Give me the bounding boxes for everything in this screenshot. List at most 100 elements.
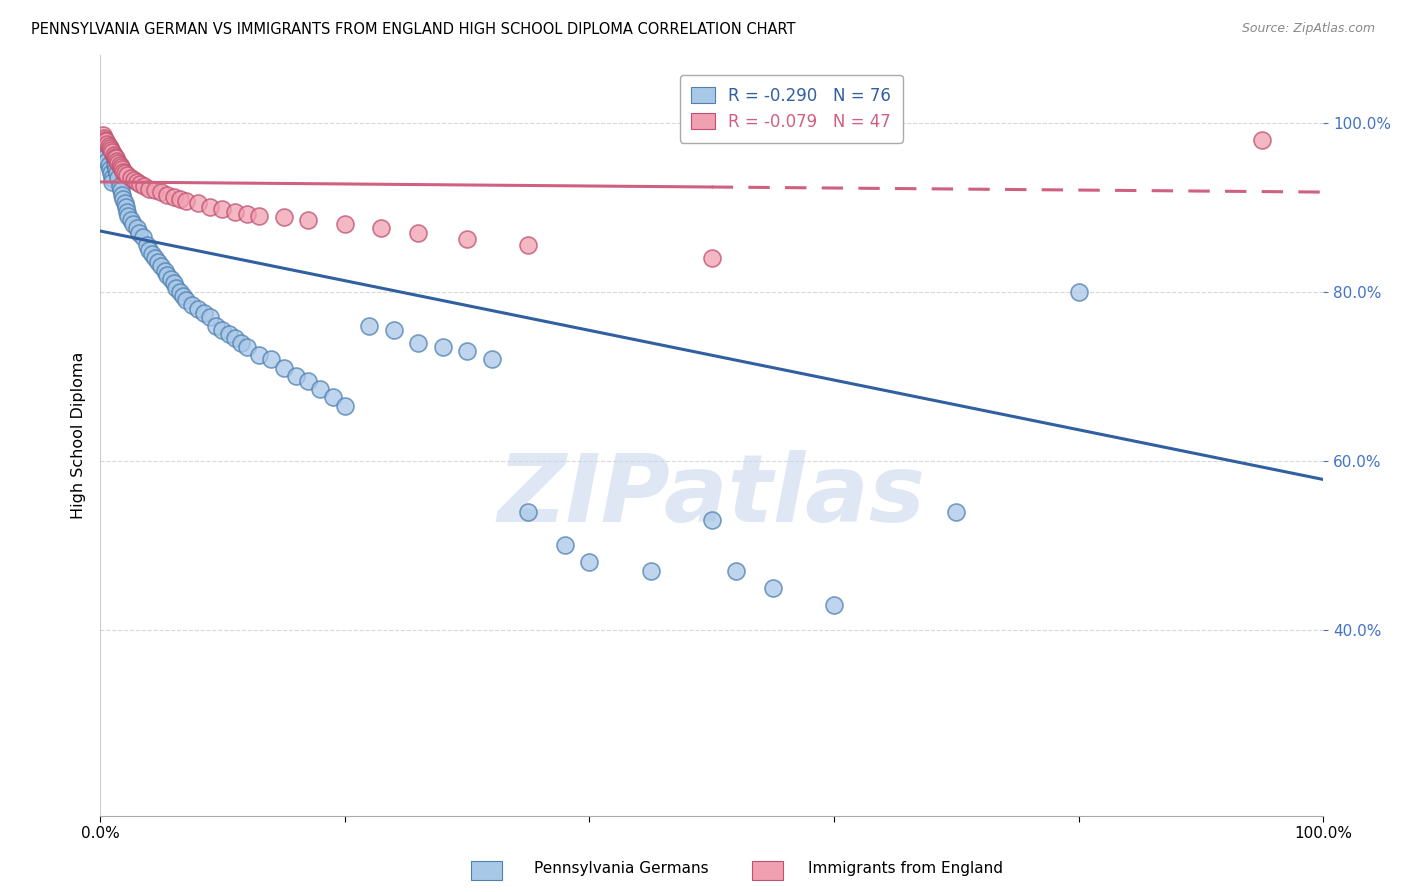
- Point: [97, 139, 120, 153]
- Point: [114, 196, 136, 211]
- Point: [169, 285, 191, 299]
- Point: [96, 136, 118, 151]
- Point: [172, 289, 194, 303]
- Point: [105, 153, 128, 168]
- Point: [94, 133, 117, 147]
- Point: [700, 513, 723, 527]
- Point: [174, 194, 197, 208]
- Point: [700, 251, 723, 265]
- Point: [93, 131, 115, 145]
- Point: [517, 505, 540, 519]
- Point: [554, 538, 576, 552]
- Point: [156, 187, 179, 202]
- Point: [160, 272, 183, 286]
- Point: [224, 331, 246, 345]
- Point: [218, 327, 240, 342]
- Point: [322, 391, 344, 405]
- Text: Pennsylvania Germans: Pennsylvania Germans: [534, 861, 709, 876]
- Point: [115, 168, 138, 182]
- Point: [273, 211, 295, 225]
- Point: [165, 280, 187, 294]
- Point: [481, 352, 503, 367]
- Point: [100, 166, 122, 180]
- Point: [247, 348, 270, 362]
- Point: [125, 221, 148, 235]
- Point: [91, 136, 114, 151]
- Point: [128, 226, 150, 240]
- Point: [129, 177, 152, 191]
- Point: [517, 238, 540, 252]
- Point: [125, 175, 148, 189]
- Point: [124, 173, 146, 187]
- Point: [162, 277, 184, 291]
- Point: [120, 170, 142, 185]
- Point: [406, 226, 429, 240]
- Point: [174, 293, 197, 308]
- Point: [110, 160, 132, 174]
- Point: [229, 335, 252, 350]
- Text: Immigrants from England: Immigrants from England: [808, 861, 1004, 876]
- Point: [150, 185, 173, 199]
- Point: [640, 564, 662, 578]
- Y-axis label: High School Diploma: High School Diploma: [72, 351, 86, 519]
- Point: [104, 158, 127, 172]
- Point: [132, 230, 155, 244]
- Point: [105, 162, 128, 177]
- Point: [103, 148, 125, 162]
- Point: [260, 352, 283, 367]
- Point: [169, 192, 191, 206]
- Point: [101, 175, 124, 189]
- Point: [98, 162, 121, 177]
- Point: [108, 179, 131, 194]
- Point: [456, 343, 478, 358]
- Point: [193, 306, 215, 320]
- Point: [100, 143, 122, 157]
- Point: [122, 217, 145, 231]
- Point: [107, 170, 129, 185]
- Point: [112, 165, 135, 179]
- Point: [138, 243, 160, 257]
- Point: [146, 255, 169, 269]
- Point: [370, 220, 392, 235]
- Point: [97, 158, 120, 172]
- Point: [382, 323, 405, 337]
- Point: [104, 150, 127, 164]
- Point: [162, 190, 184, 204]
- Point: [105, 166, 128, 180]
- Text: ZIPatlas: ZIPatlas: [498, 450, 925, 542]
- Point: [101, 145, 124, 160]
- Point: [110, 183, 132, 197]
- Point: [153, 263, 176, 277]
- Point: [224, 204, 246, 219]
- Point: [93, 141, 115, 155]
- Point: [150, 260, 173, 274]
- Point: [200, 200, 222, 214]
- Point: [1251, 133, 1274, 147]
- Point: [297, 213, 319, 227]
- Point: [135, 238, 157, 252]
- Point: [236, 207, 259, 221]
- Point: [111, 162, 134, 177]
- Point: [111, 187, 134, 202]
- Point: [101, 170, 124, 185]
- Point: [247, 209, 270, 223]
- Point: [156, 268, 179, 282]
- Point: [200, 310, 222, 325]
- Point: [725, 564, 748, 578]
- Text: Source: ZipAtlas.com: Source: ZipAtlas.com: [1241, 22, 1375, 36]
- Point: [105, 151, 128, 165]
- Point: [762, 581, 785, 595]
- Point: [205, 318, 228, 333]
- Point: [187, 301, 209, 316]
- Point: [236, 340, 259, 354]
- Point: [96, 153, 118, 168]
- Point: [333, 217, 356, 231]
- Point: [114, 166, 136, 180]
- Point: [180, 297, 202, 311]
- Point: [333, 399, 356, 413]
- Point: [432, 340, 454, 354]
- Point: [143, 183, 166, 197]
- Point: [1067, 285, 1090, 299]
- Point: [96, 150, 118, 164]
- Point: [107, 156, 129, 170]
